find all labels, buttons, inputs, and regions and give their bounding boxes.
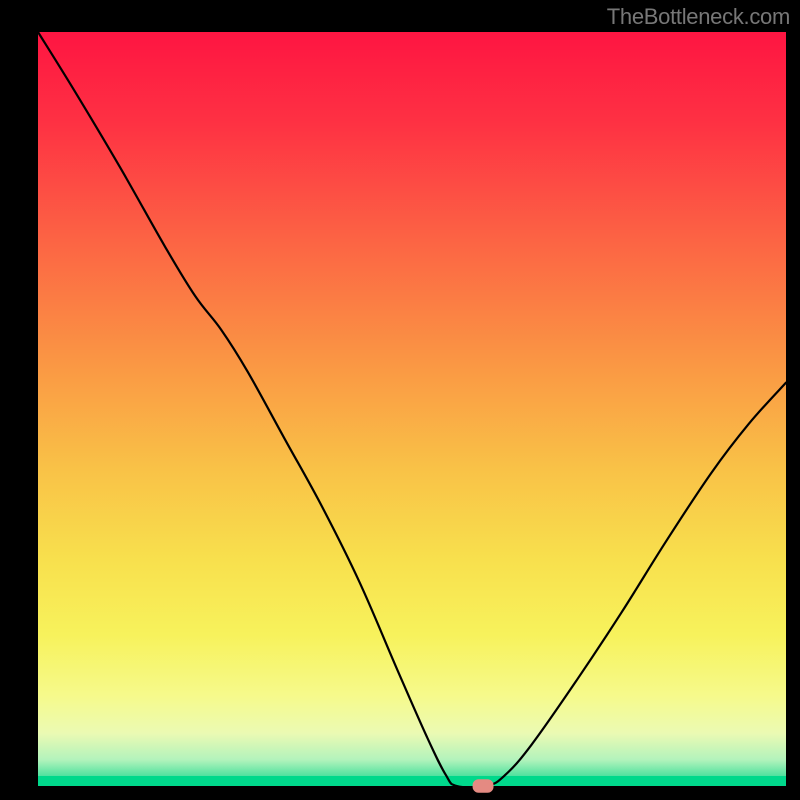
plot-baseline-strip (38, 776, 786, 786)
watermark-text: TheBottleneck.com (607, 4, 790, 30)
minimum-marker (473, 779, 494, 793)
chart-container: TheBottleneck.com (0, 0, 800, 800)
bottleneck-chart (0, 0, 800, 800)
plot-background (38, 32, 786, 786)
